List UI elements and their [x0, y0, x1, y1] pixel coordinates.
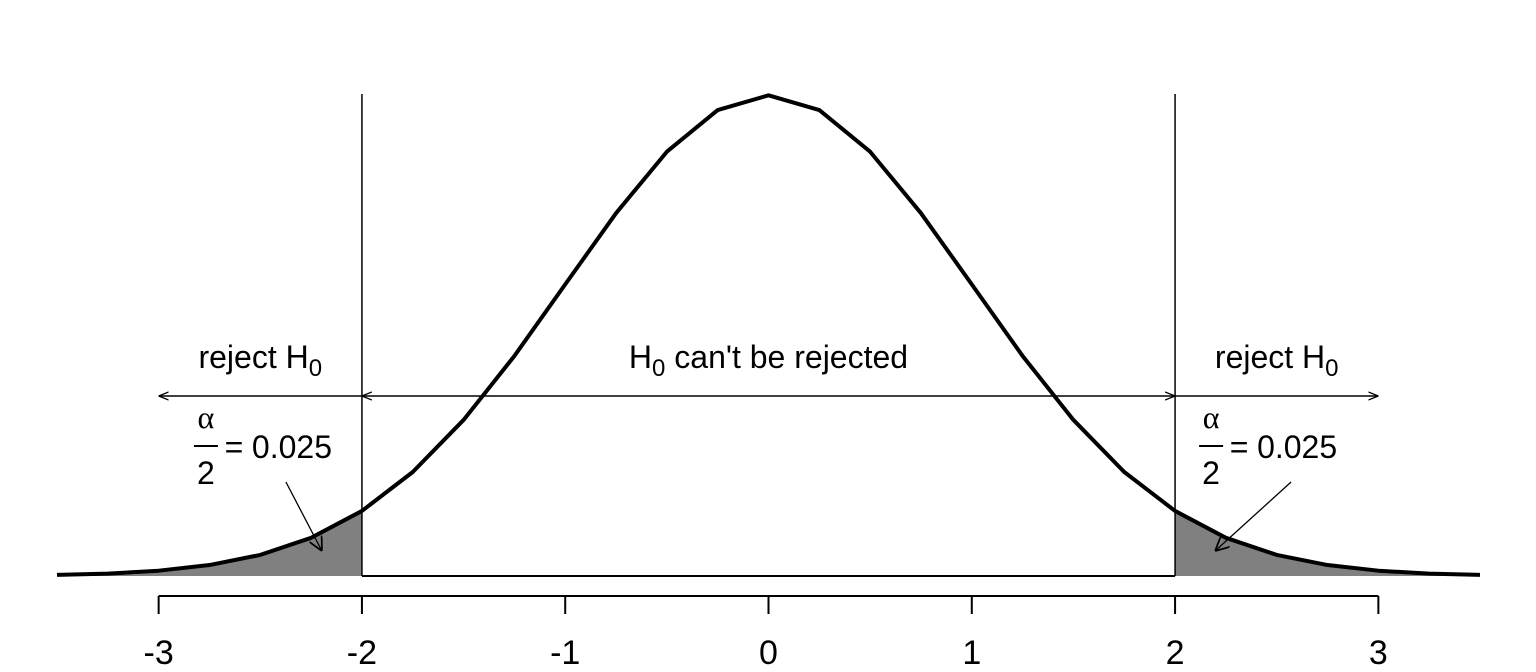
- label-text: H: [629, 339, 652, 375]
- label-text: reject H: [1215, 339, 1325, 375]
- x-tick-label: -3: [144, 634, 174, 672]
- x-tick-label: 1: [962, 634, 981, 672]
- alpha: α: [198, 399, 215, 435]
- label-subscript: 0: [309, 355, 322, 382]
- region-label: H0 can't be rejected: [629, 339, 908, 382]
- x-tick-label: -2: [347, 634, 377, 672]
- region-label: reject H0: [1215, 339, 1339, 382]
- equals: =: [1230, 429, 1249, 465]
- region-label: reject H0: [198, 339, 322, 382]
- annotation-arrow: [1215, 481, 1292, 551]
- label-subscript: 0: [652, 355, 665, 382]
- equals: =: [225, 429, 244, 465]
- label-text: can't be rejected: [665, 339, 908, 375]
- label-text: reject H: [198, 339, 308, 375]
- denominator: 2: [197, 455, 215, 491]
- alpha-value: 0.025: [252, 429, 332, 465]
- x-tick-label: -1: [550, 634, 580, 672]
- x-tick-label: 0: [759, 634, 778, 672]
- x-tick-label: 3: [1369, 634, 1388, 672]
- alpha-value: 0.025: [1257, 429, 1337, 465]
- label-subscript: 0: [1325, 355, 1338, 382]
- denominator: 2: [1202, 455, 1220, 491]
- left-tail: [57, 510, 362, 576]
- annotation-arrow: [285, 481, 322, 551]
- right-tail: [1175, 510, 1480, 576]
- x-tick-label: 2: [1166, 634, 1185, 672]
- alpha: α: [1203, 399, 1220, 435]
- density-curve: [56, 93, 1481, 577]
